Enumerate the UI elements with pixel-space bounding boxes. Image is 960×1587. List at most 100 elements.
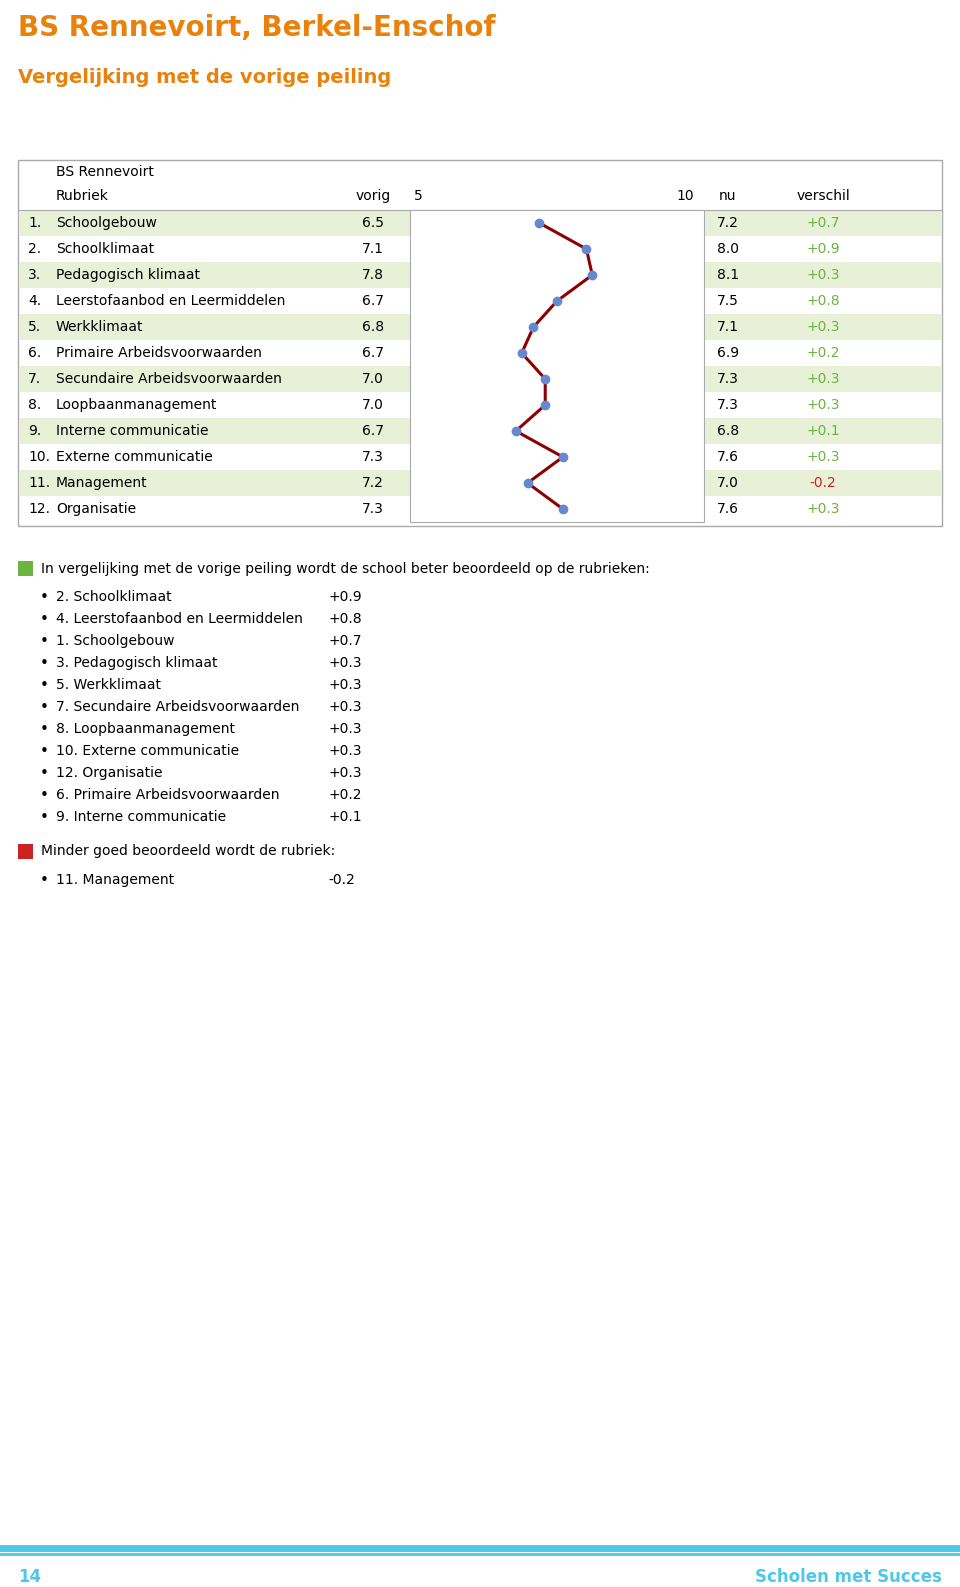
Text: •: • [40,613,49,627]
Text: 5: 5 [414,189,422,203]
Text: +0.9: +0.9 [328,590,362,605]
Text: 5. Werkklimaat: 5. Werkklimaat [56,678,161,692]
Text: 2. Schoolklimaat: 2. Schoolklimaat [56,590,172,605]
Text: •: • [40,590,49,605]
Text: 6.8: 6.8 [362,321,384,333]
Bar [18,844,33,859]
Text: 14: 14 [18,1568,41,1585]
Bar [19,470,941,497]
Text: 6.8: 6.8 [717,424,739,438]
Text: -0.2: -0.2 [328,873,355,887]
Text: 10.: 10. [28,451,50,463]
Text: 7.: 7. [28,371,41,386]
Text: 6. Primaire Arbeidsvoorwaarden: 6. Primaire Arbeidsvoorwaarden [56,789,279,801]
Text: 7.3: 7.3 [362,501,384,516]
Text: •: • [40,789,49,803]
Text: In vergelijking met de vorige peiling wordt de school beter beoordeeld op de rub: In vergelijking met de vorige peiling wo… [41,562,650,576]
Text: +0.1: +0.1 [806,424,840,438]
Text: 7.8: 7.8 [362,268,384,282]
Text: 7.3: 7.3 [362,451,384,463]
Text: 7.0: 7.0 [717,476,739,490]
Text: 9.: 9. [28,424,41,438]
Text: +0.3: +0.3 [806,398,840,413]
Text: 1. Schoolgebouw: 1. Schoolgebouw [56,633,175,647]
Text: +0.9: +0.9 [806,241,840,256]
Text: 7.3: 7.3 [717,371,739,386]
Text: Schoolgebouw: Schoolgebouw [56,216,156,230]
Text: 1.: 1. [28,216,41,230]
Text: 8.0: 8.0 [717,241,739,256]
Text: 8.: 8. [28,398,41,413]
Text: +0.3: +0.3 [328,700,362,714]
Text: •: • [40,633,49,649]
Bar [19,367,941,392]
Text: 6.7: 6.7 [362,424,384,438]
Text: Externe communicatie: Externe communicatie [56,451,213,463]
Text: •: • [40,700,49,716]
Text: Rubriek: Rubriek [56,189,108,203]
Text: +0.3: +0.3 [806,451,840,463]
Text: •: • [40,655,49,671]
Text: +0.1: +0.1 [328,809,362,824]
Text: +0.3: +0.3 [806,321,840,333]
Text: +0.7: +0.7 [328,633,362,647]
Text: 2.: 2. [28,241,41,256]
Text: +0.3: +0.3 [328,744,362,759]
Text: +0.3: +0.3 [806,501,840,516]
Text: nu: nu [719,189,736,203]
Bar [18,160,942,525]
Text: +0.2: +0.2 [806,346,840,360]
Text: Interne communicatie: Interne communicatie [56,424,208,438]
Text: verschil: verschil [796,189,850,203]
Text: 12.: 12. [28,501,50,516]
Text: 6.9: 6.9 [717,346,739,360]
Text: +0.3: +0.3 [328,655,362,670]
Bar [410,209,704,522]
Text: 7.6: 7.6 [717,501,739,516]
Text: 8. Loopbaanmanagement: 8. Loopbaanmanagement [56,722,235,736]
Text: Schoolklimaat: Schoolklimaat [56,241,155,256]
Text: 7.0: 7.0 [362,371,384,386]
Text: Secundaire Arbeidsvoorwaarden: Secundaire Arbeidsvoorwaarden [56,371,282,386]
Text: 6.7: 6.7 [362,346,384,360]
Text: 11. Management: 11. Management [56,873,174,887]
Text: 7.2: 7.2 [362,476,384,490]
Text: Organisatie: Organisatie [56,501,136,516]
Text: +0.8: +0.8 [806,294,840,308]
Text: Primaire Arbeidsvoorwaarden: Primaire Arbeidsvoorwaarden [56,346,262,360]
Text: 7.1: 7.1 [362,241,384,256]
Text: •: • [40,767,49,781]
Text: 7.3: 7.3 [717,398,739,413]
Text: 7.0: 7.0 [362,398,384,413]
Text: Werkklimaat: Werkklimaat [56,321,143,333]
Bar [19,262,941,287]
Text: 6.7: 6.7 [362,294,384,308]
Text: BS Rennevoirt: BS Rennevoirt [56,165,154,179]
Text: •: • [40,722,49,736]
Text: Management: Management [56,476,148,490]
Text: 6.5: 6.5 [362,216,384,230]
Text: +0.3: +0.3 [328,722,362,736]
Text: 4. Leerstofaanbod en Leermiddelen: 4. Leerstofaanbod en Leermiddelen [56,613,302,625]
Text: 12. Organisatie: 12. Organisatie [56,767,162,779]
Text: Vergelijking met de vorige peiling: Vergelijking met de vorige peiling [18,68,392,87]
Text: 10. Externe communicatie: 10. Externe communicatie [56,744,239,759]
Text: 4.: 4. [28,294,41,308]
Bar [18,560,33,576]
Bar [19,417,941,444]
Text: Minder goed beoordeeld wordt de rubriek:: Minder goed beoordeeld wordt de rubriek: [41,844,335,859]
Text: Loopbaanmanagement: Loopbaanmanagement [56,398,217,413]
Text: Leerstofaanbod en Leermiddelen: Leerstofaanbod en Leermiddelen [56,294,285,308]
Text: -0.2: -0.2 [809,476,836,490]
Text: +0.7: +0.7 [806,216,840,230]
Text: +0.3: +0.3 [328,678,362,692]
Text: 7. Secundaire Arbeidsvoorwaarden: 7. Secundaire Arbeidsvoorwaarden [56,700,300,714]
Text: 7.6: 7.6 [717,451,739,463]
Text: +0.2: +0.2 [328,789,362,801]
Text: •: • [40,678,49,694]
Text: 3.: 3. [28,268,41,282]
Text: 3. Pedagogisch klimaat: 3. Pedagogisch klimaat [56,655,218,670]
Text: 7.2: 7.2 [717,216,739,230]
Bar [19,314,941,340]
Text: •: • [40,744,49,759]
